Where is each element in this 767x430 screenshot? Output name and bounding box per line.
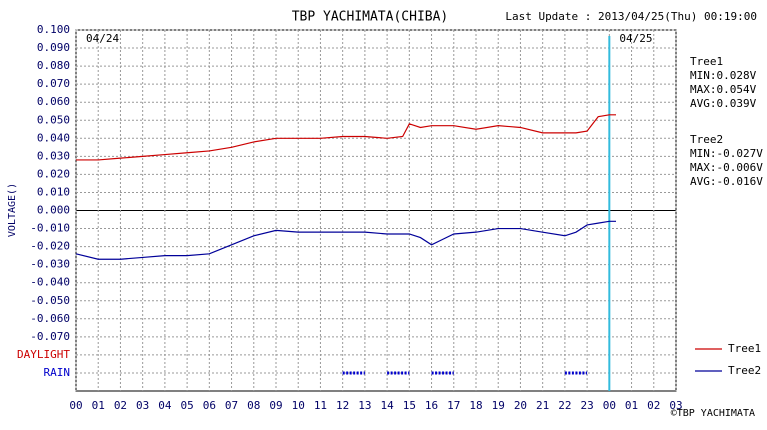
rain-label: RAIN [44, 366, 71, 379]
y-tick-label: 0.080 [37, 59, 70, 72]
y-tick-label: -0.010 [30, 222, 70, 235]
x-tick-label: 19 [492, 399, 505, 412]
y-tick-label: 0.040 [37, 131, 70, 144]
x-tick-label: 13 [358, 399, 371, 412]
date-label: 04/25 [619, 32, 652, 45]
stats-line: AVG:-0.016V [690, 175, 763, 188]
x-tick-label: 09 [269, 399, 282, 412]
stats-line: MIN:0.028V [690, 69, 757, 82]
x-tick-label: 00 [69, 399, 82, 412]
chart-title: TBP YACHIMATA(CHIBA) [292, 10, 449, 25]
x-tick-label: 06 [203, 399, 216, 412]
stats-line: MAX:-0.006V [690, 161, 763, 174]
stats-line: MAX:0.054V [690, 83, 757, 96]
x-tick-label: 11 [314, 399, 327, 412]
daylight-label: DAYLIGHT [17, 348, 70, 361]
x-tick-label: 20 [514, 399, 527, 412]
x-tick-label: 02 [647, 399, 660, 412]
y-tick-label: -0.070 [30, 330, 70, 343]
legend-label: Tree2 [728, 364, 761, 377]
y-tick-label: -0.040 [30, 276, 70, 289]
y-tick-label: 0.000 [37, 204, 70, 217]
x-tick-label: 01 [625, 399, 638, 412]
y-tick-label: 0.060 [37, 95, 70, 108]
y-tick-label: -0.030 [30, 258, 70, 271]
x-tick-label: 00 [603, 399, 616, 412]
y-tick-label: 0.090 [37, 41, 70, 54]
x-tick-label: 01 [92, 399, 105, 412]
x-tick-label: 02 [114, 399, 127, 412]
y-tick-label: 0.030 [37, 149, 70, 162]
last-update: Last Update : 2013/04/25(Thu) 00:19:00 [505, 10, 757, 23]
y-tick-label: 0.050 [37, 113, 70, 126]
x-tick-label: 14 [380, 399, 394, 412]
stats-title: Tree2 [690, 133, 723, 146]
series-line [76, 114, 616, 161]
y-tick-label: 0.100 [37, 23, 70, 36]
x-tick-label: 22 [558, 399, 571, 412]
y-tick-label: 0.070 [37, 77, 70, 90]
stats-title: Tree1 [690, 55, 723, 68]
x-tick-label: 10 [292, 399, 305, 412]
date-label: 04/24 [86, 32, 119, 45]
x-tick-label: 04 [158, 399, 172, 412]
x-tick-label: 17 [447, 399, 460, 412]
x-tick-label: 07 [225, 399, 238, 412]
y-tick-label: -0.060 [30, 312, 70, 325]
y-tick-label: -0.050 [30, 294, 70, 307]
x-tick-label: 23 [580, 399, 593, 412]
x-tick-label: 03 [669, 399, 682, 412]
stats-line: MIN:-0.027V [690, 147, 763, 160]
x-tick-label: 03 [136, 399, 149, 412]
x-tick-label: 12 [336, 399, 349, 412]
x-tick-label: 16 [425, 399, 438, 412]
y-tick-label: 0.020 [37, 167, 70, 180]
y-tick-label: 0.010 [37, 185, 70, 198]
x-tick-label: 15 [403, 399, 416, 412]
credit: ©TBP YACHIMATA [671, 408, 755, 419]
y-tick-label: -0.020 [30, 240, 70, 253]
legend-label: Tree1 [728, 342, 761, 355]
y-axis-label: VOLTAGE() [7, 183, 18, 237]
x-tick-label: 21 [536, 399, 549, 412]
x-tick-label: 08 [247, 399, 260, 412]
series-line [75, 220, 616, 260]
stats-line: AVG:0.039V [690, 97, 757, 110]
x-tick-label: 18 [469, 399, 482, 412]
x-tick-label: 05 [180, 399, 193, 412]
